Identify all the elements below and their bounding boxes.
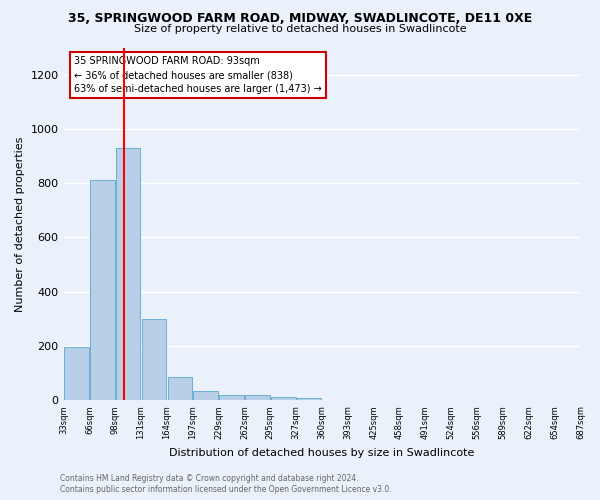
Bar	[116, 148, 140, 401]
Y-axis label: Number of detached properties: Number of detached properties	[15, 136, 25, 312]
Bar	[64, 348, 89, 401]
Bar	[297, 398, 322, 400]
Text: Contains HM Land Registry data © Crown copyright and database right 2024.
Contai: Contains HM Land Registry data © Crown c…	[60, 474, 392, 494]
Text: 35, SPRINGWOOD FARM ROAD, MIDWAY, SWADLINCOTE, DE11 0XE: 35, SPRINGWOOD FARM ROAD, MIDWAY, SWADLI…	[68, 12, 532, 26]
Bar	[193, 391, 218, 400]
Bar	[245, 396, 269, 400]
Bar	[142, 319, 166, 400]
Text: 35 SPRINGWOOD FARM ROAD: 93sqm
← 36% of detached houses are smaller (838)
63% of: 35 SPRINGWOOD FARM ROAD: 93sqm ← 36% of …	[74, 56, 322, 94]
Bar	[90, 180, 115, 400]
Bar	[219, 395, 244, 400]
X-axis label: Distribution of detached houses by size in Swadlincote: Distribution of detached houses by size …	[169, 448, 475, 458]
Text: Size of property relative to detached houses in Swadlincote: Size of property relative to detached ho…	[134, 24, 466, 34]
Bar	[271, 397, 296, 400]
Bar	[167, 377, 192, 400]
